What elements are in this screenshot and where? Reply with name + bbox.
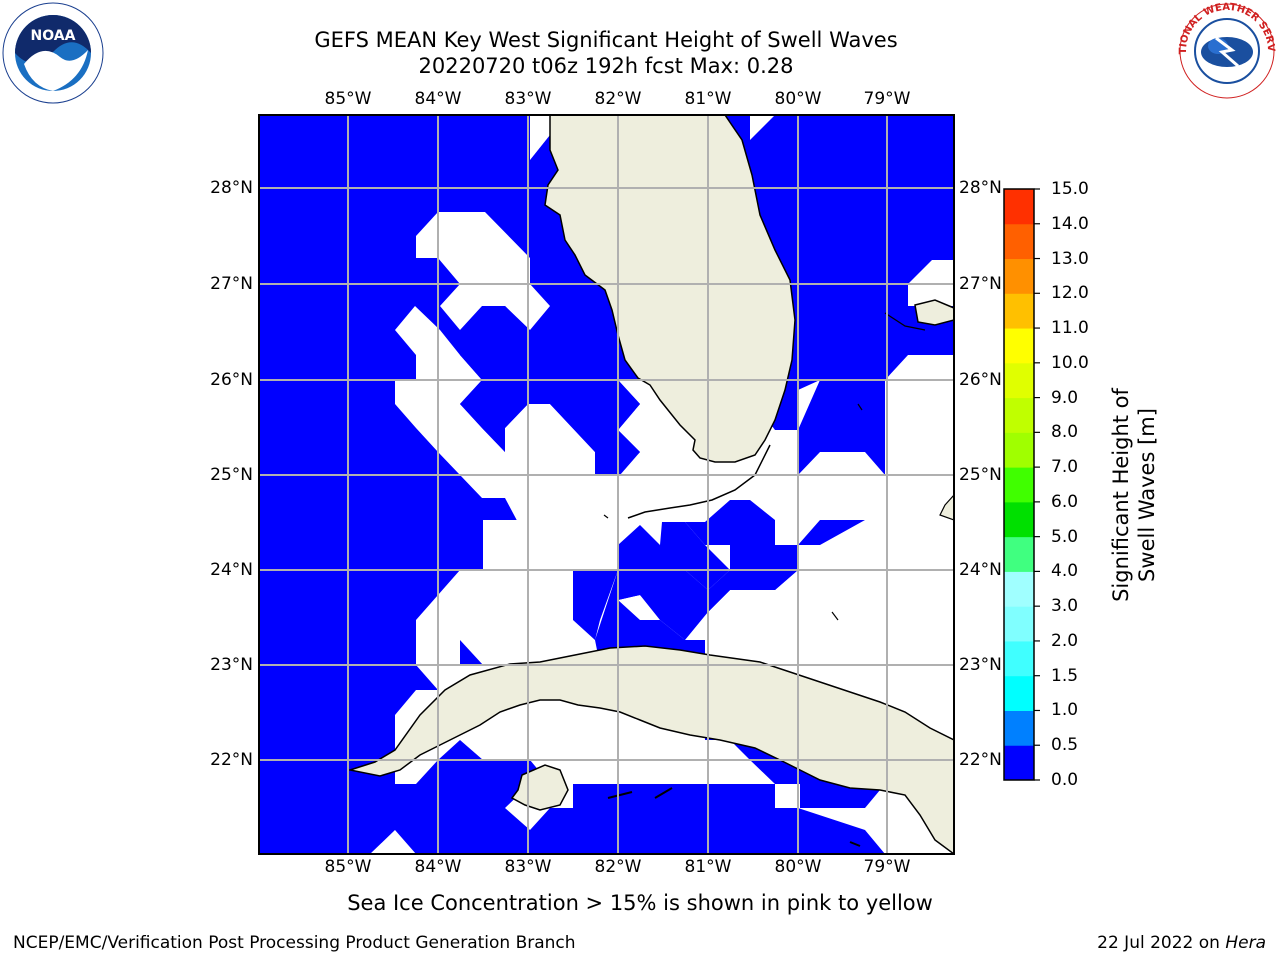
lat-label-left: 22°N [210,750,253,770]
lat-label-right: 28°N [959,178,1002,198]
lat-label-right: 23°N [959,655,1002,675]
lon-label-top: 84°W [414,89,462,109]
colorbar-swatch-10 [1004,397,1034,433]
colorbar-tick-label: 3.0 [1051,596,1079,617]
colorbar-tick-label: 9.0 [1051,387,1079,408]
lat-label-left: 24°N [210,560,253,580]
noaa-logo-icon: NOAA [2,2,104,104]
colorbar-tick-label: 1.5 [1051,665,1079,686]
land-isle-of-youth [510,764,569,811]
lat-label-right: 25°N [959,465,1002,485]
chart-subtitle: 20220720 t06z 192h fcst Max: 0.28 [418,54,794,78]
colorbar-tick-label: 12.0 [1051,283,1089,304]
colorbar-swatch-8 [1004,467,1034,503]
colorbar-tick-label: 2.0 [1051,630,1079,651]
colorbar-tick-label: 14.0 [1051,213,1089,234]
colorbar-swatch-4 [1004,606,1034,642]
colorbar-tick-label: 1.0 [1051,700,1079,721]
lon-label-top: 79°W [863,89,911,109]
colorbar-swatch-0 [1004,745,1034,781]
lat-label-left: 26°N [210,370,253,390]
lon-label-bottom: 83°W [504,857,552,877]
map-frame [258,114,955,855]
colorbar-swatch-9 [1004,432,1034,468]
nws-logo-icon: NATIONAL WEATHER SERVICE [1176,2,1276,99]
colorbar-tick-label: 13.0 [1051,248,1089,269]
colorbar-swatch-12 [1004,328,1034,364]
lon-label-top: 82°W [594,89,642,109]
lon-label-bottom: 80°W [774,857,822,877]
land-cuba [347,645,954,854]
colorbar-tick-label: 11.0 [1051,318,1089,339]
colorbar-swatch-15 [1004,223,1034,260]
colorbar-tick-label: 5.0 [1051,526,1079,547]
lon-label-bottom: 85°W [324,857,372,877]
colorbar-swatch-7 [1004,501,1034,538]
colorbar-swatch-5 [1004,571,1034,607]
colorbar-frame [1003,188,1035,781]
lon-label-bottom: 84°W [414,857,462,877]
colorbar-swatch-14 [1004,258,1034,294]
footer-date-text: 22 Jul 2022 on [1097,933,1226,953]
lat-label-right: 27°N [959,274,1002,294]
lat-label-right: 24°N [959,560,1002,580]
lon-label-top: 85°W [324,89,372,109]
colorbar-tick-label: 0.5 [1051,735,1079,756]
sea-ice-note: Sea Ice Concentration > 15% is shown in … [347,891,933,915]
colorbar-tick-label: 10.0 [1051,352,1089,373]
chart-title: GEFS MEAN Key West Significant Height of… [314,28,898,52]
colorbar-swatch-16 [1004,189,1034,225]
land-florida [544,115,796,463]
lon-label-bottom: 79°W [863,857,911,877]
lon-label-top: 80°W [774,89,822,109]
footer-date: 22 Jul 2022 on Hera [1097,932,1266,954]
colorbar-swatch-3 [1004,640,1034,677]
colorbar-tick-label: 7.0 [1051,457,1079,478]
colorbar-swatch-13 [1004,293,1034,329]
lon-label-top: 81°W [684,89,732,109]
colorbar-tick-label: 6.0 [1051,491,1079,512]
noaa-logo-text: NOAA [31,28,76,44]
lat-label-left: 25°N [210,465,253,485]
lon-label-top: 83°W [504,89,552,109]
colorbar-swatch-2 [1004,675,1034,711]
footer-host: Hera [1225,933,1266,953]
colorbar-tick-label: 8.0 [1051,422,1079,443]
colorbar-tick-label: 4.0 [1051,561,1079,582]
lat-label-right: 22°N [959,750,1002,770]
colorbar-tick-label: 0.0 [1051,770,1079,790]
colorbar [1004,188,1040,781]
footer-branch: NCEP/EMC/Verification Post Processing Pr… [13,933,576,953]
colorbar-tick-label: 15.0 [1051,179,1089,199]
lon-label-bottom: 82°W [594,857,642,877]
lat-label-left: 23°N [210,655,253,675]
colorbar-swatch-11 [1004,362,1034,399]
lon-label-bottom: 81°W [684,857,732,877]
colorbar-swatch-6 [1004,536,1034,572]
colorbar-label: Significant Height of Swell Waves [m] [1109,388,1159,602]
graticule [259,115,954,854]
lat-label-right: 26°N [959,370,1002,390]
lat-label-left: 27°N [210,274,253,294]
lat-label-left: 28°N [210,178,253,198]
colorbar-swatch-1 [1004,710,1034,746]
